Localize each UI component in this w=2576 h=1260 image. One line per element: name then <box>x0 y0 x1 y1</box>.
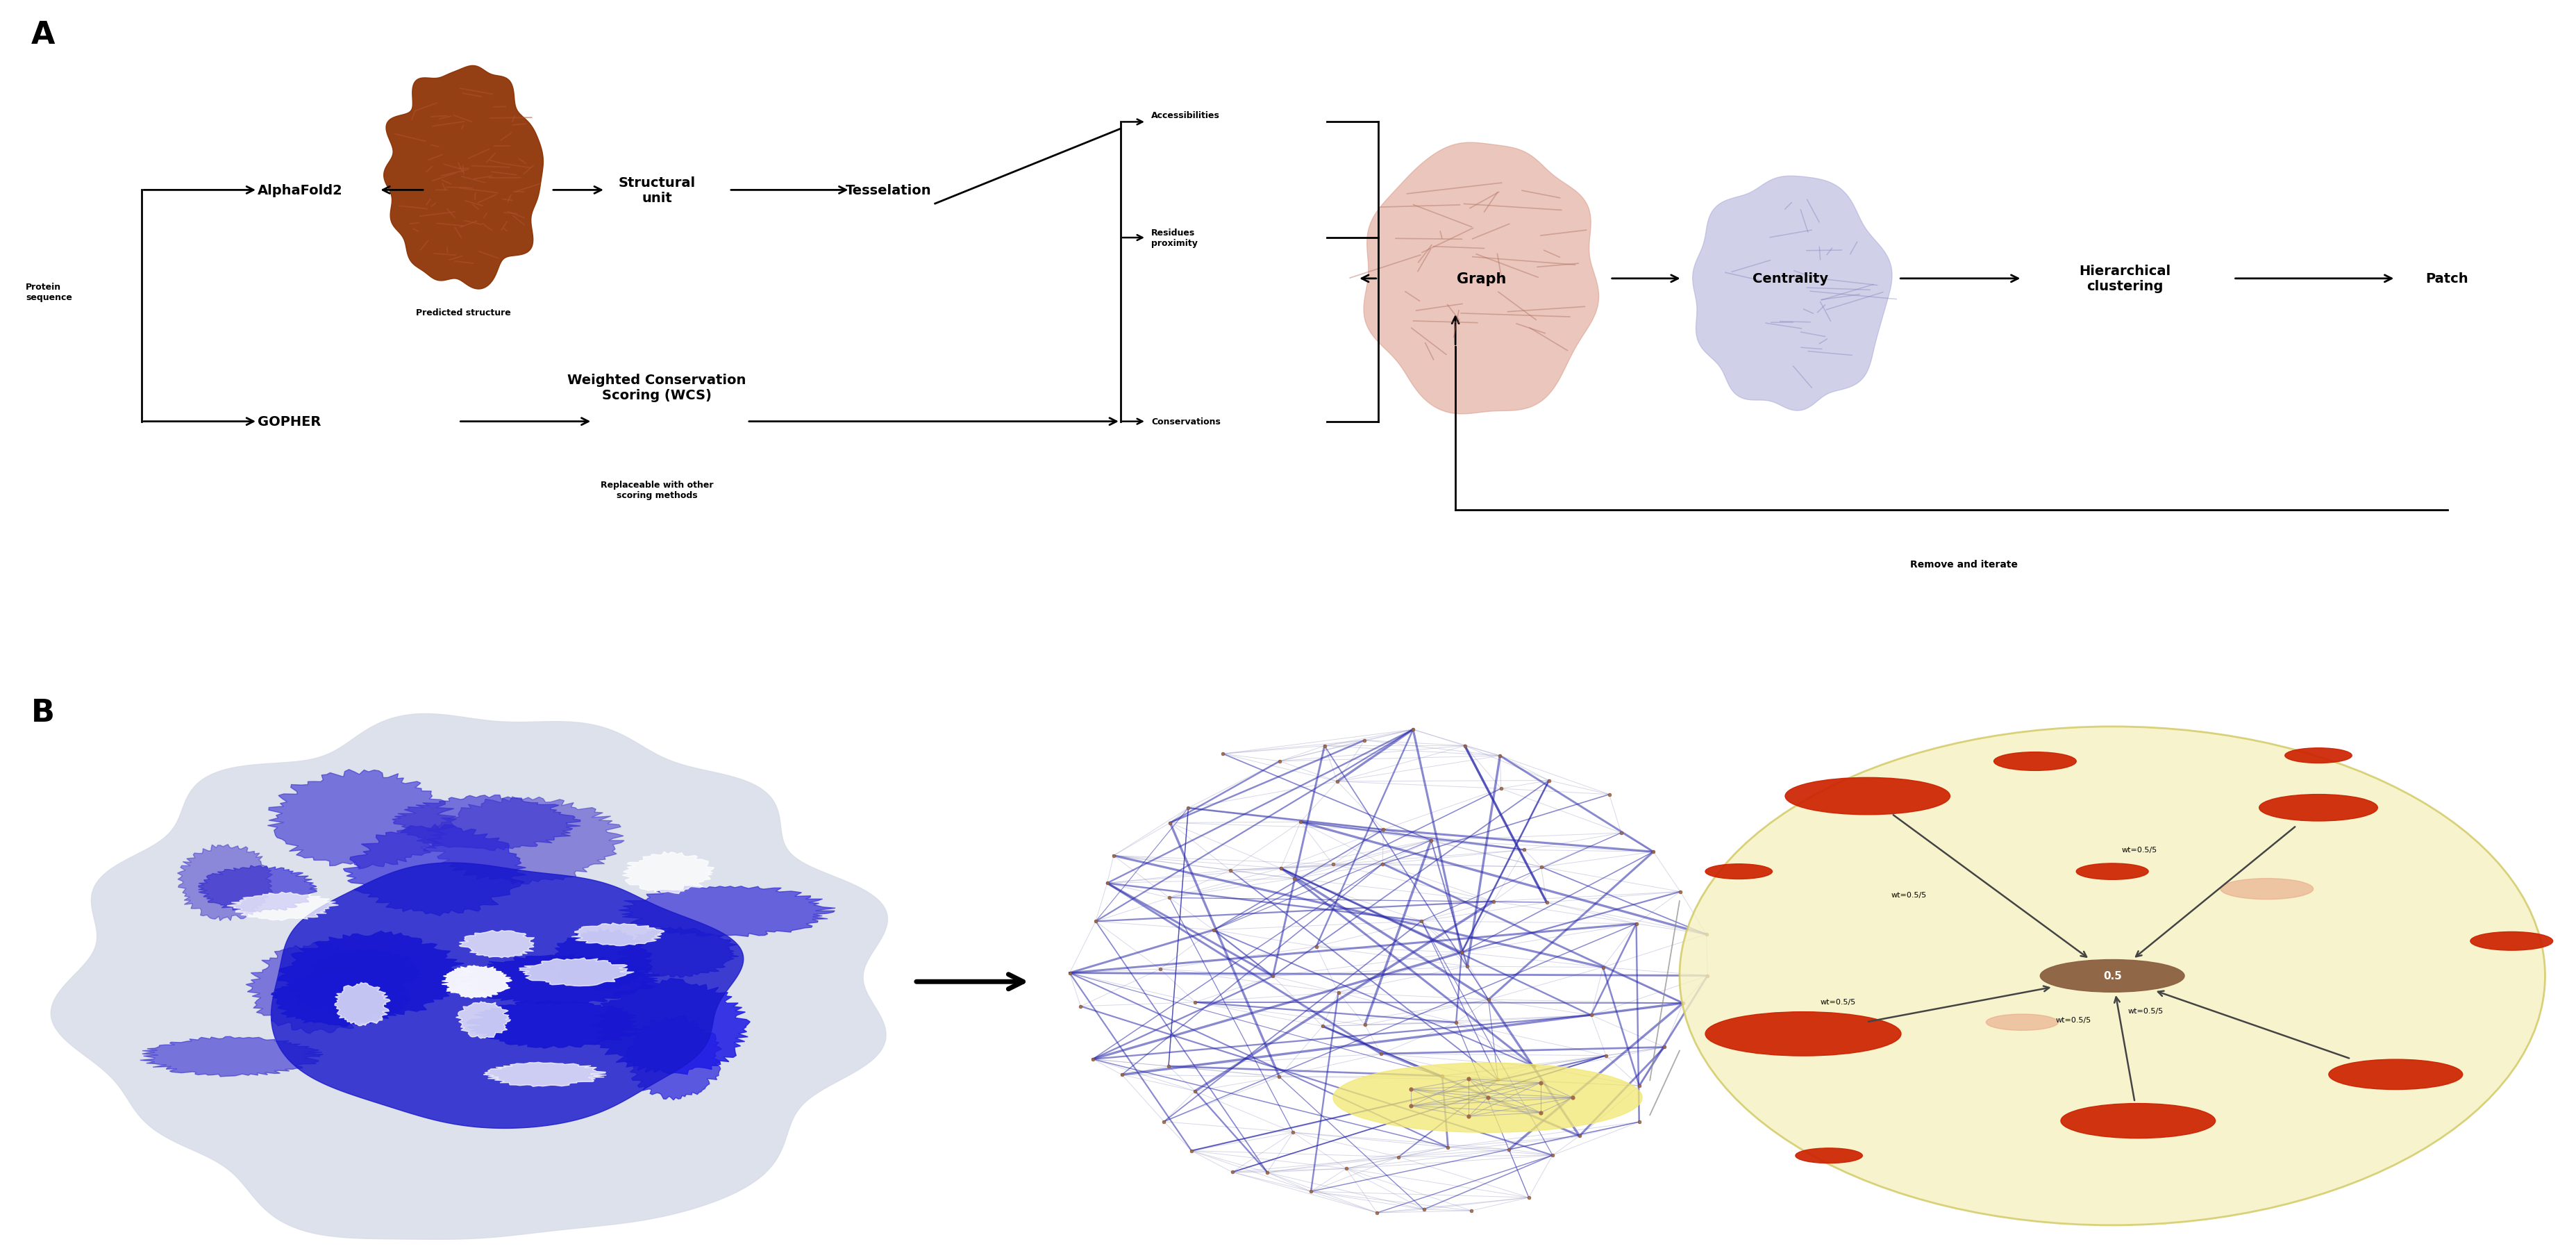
Polygon shape <box>618 886 835 937</box>
Polygon shape <box>343 824 526 916</box>
Polygon shape <box>268 770 456 869</box>
Text: wt=0.5/5: wt=0.5/5 <box>2056 1016 2092 1023</box>
Text: GOPHER: GOPHER <box>258 416 322 428</box>
Circle shape <box>1334 1063 1643 1133</box>
Polygon shape <box>456 955 659 1004</box>
Polygon shape <box>178 844 273 921</box>
Text: A: A <box>31 20 54 50</box>
Text: Structural
unit: Structural unit <box>618 176 696 204</box>
Polygon shape <box>139 1037 325 1077</box>
Polygon shape <box>309 950 422 993</box>
Polygon shape <box>520 958 634 987</box>
Text: Accessibilities: Accessibilities <box>1151 111 1221 120</box>
Text: Conservations: Conservations <box>1151 417 1221 426</box>
Text: Residues
proximity: Residues proximity <box>1151 228 1198 248</box>
Ellipse shape <box>1680 727 2545 1225</box>
Polygon shape <box>549 929 652 990</box>
Text: AlphaFold2: AlphaFold2 <box>258 184 343 197</box>
Text: Weighted Conservation
Scoring (WCS): Weighted Conservation Scoring (WCS) <box>567 374 747 402</box>
Text: Tesselation: Tesselation <box>845 184 933 197</box>
Polygon shape <box>52 714 889 1240</box>
Text: wt=0.5/5: wt=0.5/5 <box>2128 1007 2164 1014</box>
Polygon shape <box>623 852 714 893</box>
Text: Remove and iterate: Remove and iterate <box>1911 559 2017 570</box>
Text: wt=0.5/5: wt=0.5/5 <box>1821 999 1857 1005</box>
Circle shape <box>2221 878 2313 900</box>
Text: wt=0.5/5: wt=0.5/5 <box>1891 892 1927 898</box>
Text: wt=0.5/5: wt=0.5/5 <box>2120 847 2156 853</box>
Polygon shape <box>245 942 389 1033</box>
Circle shape <box>1705 864 1772 879</box>
Polygon shape <box>626 1016 721 1100</box>
Polygon shape <box>590 979 750 1075</box>
Circle shape <box>2470 932 2553 950</box>
Circle shape <box>2040 960 2184 992</box>
Text: Predicted structure: Predicted structure <box>417 309 510 318</box>
Polygon shape <box>270 863 744 1129</box>
Text: 0.5: 0.5 <box>2102 970 2123 982</box>
Polygon shape <box>422 798 623 885</box>
Polygon shape <box>335 983 389 1026</box>
Circle shape <box>1795 1148 1862 1163</box>
Text: B: B <box>31 698 54 727</box>
Circle shape <box>2259 795 2378 822</box>
Polygon shape <box>618 927 739 978</box>
Text: Replaceable with other
scoring methods: Replaceable with other scoring methods <box>600 480 714 500</box>
Circle shape <box>2329 1060 2463 1090</box>
Circle shape <box>2061 1104 2215 1138</box>
Polygon shape <box>459 931 533 958</box>
Text: Centrality: Centrality <box>1752 272 1829 286</box>
Circle shape <box>1986 1014 2058 1031</box>
Polygon shape <box>1692 176 1891 411</box>
Polygon shape <box>392 795 580 850</box>
Polygon shape <box>440 965 513 998</box>
Polygon shape <box>227 892 337 921</box>
Polygon shape <box>384 67 544 290</box>
Text: Patch: Patch <box>2427 272 2468 286</box>
Polygon shape <box>456 1002 510 1038</box>
Polygon shape <box>198 866 317 912</box>
Text: Graph: Graph <box>1455 272 1507 286</box>
Polygon shape <box>278 931 466 1017</box>
Circle shape <box>2076 863 2148 879</box>
Circle shape <box>1705 1012 1901 1056</box>
Polygon shape <box>484 1062 605 1086</box>
Polygon shape <box>572 924 665 946</box>
Polygon shape <box>466 1000 641 1048</box>
Text: Protein
sequence: Protein sequence <box>26 282 72 302</box>
Polygon shape <box>270 973 412 1027</box>
Circle shape <box>1785 777 1950 815</box>
Circle shape <box>1994 752 2076 771</box>
Polygon shape <box>1363 144 1600 415</box>
Text: Hierarchical
clustering: Hierarchical clustering <box>2079 265 2172 294</box>
Circle shape <box>2285 748 2352 764</box>
